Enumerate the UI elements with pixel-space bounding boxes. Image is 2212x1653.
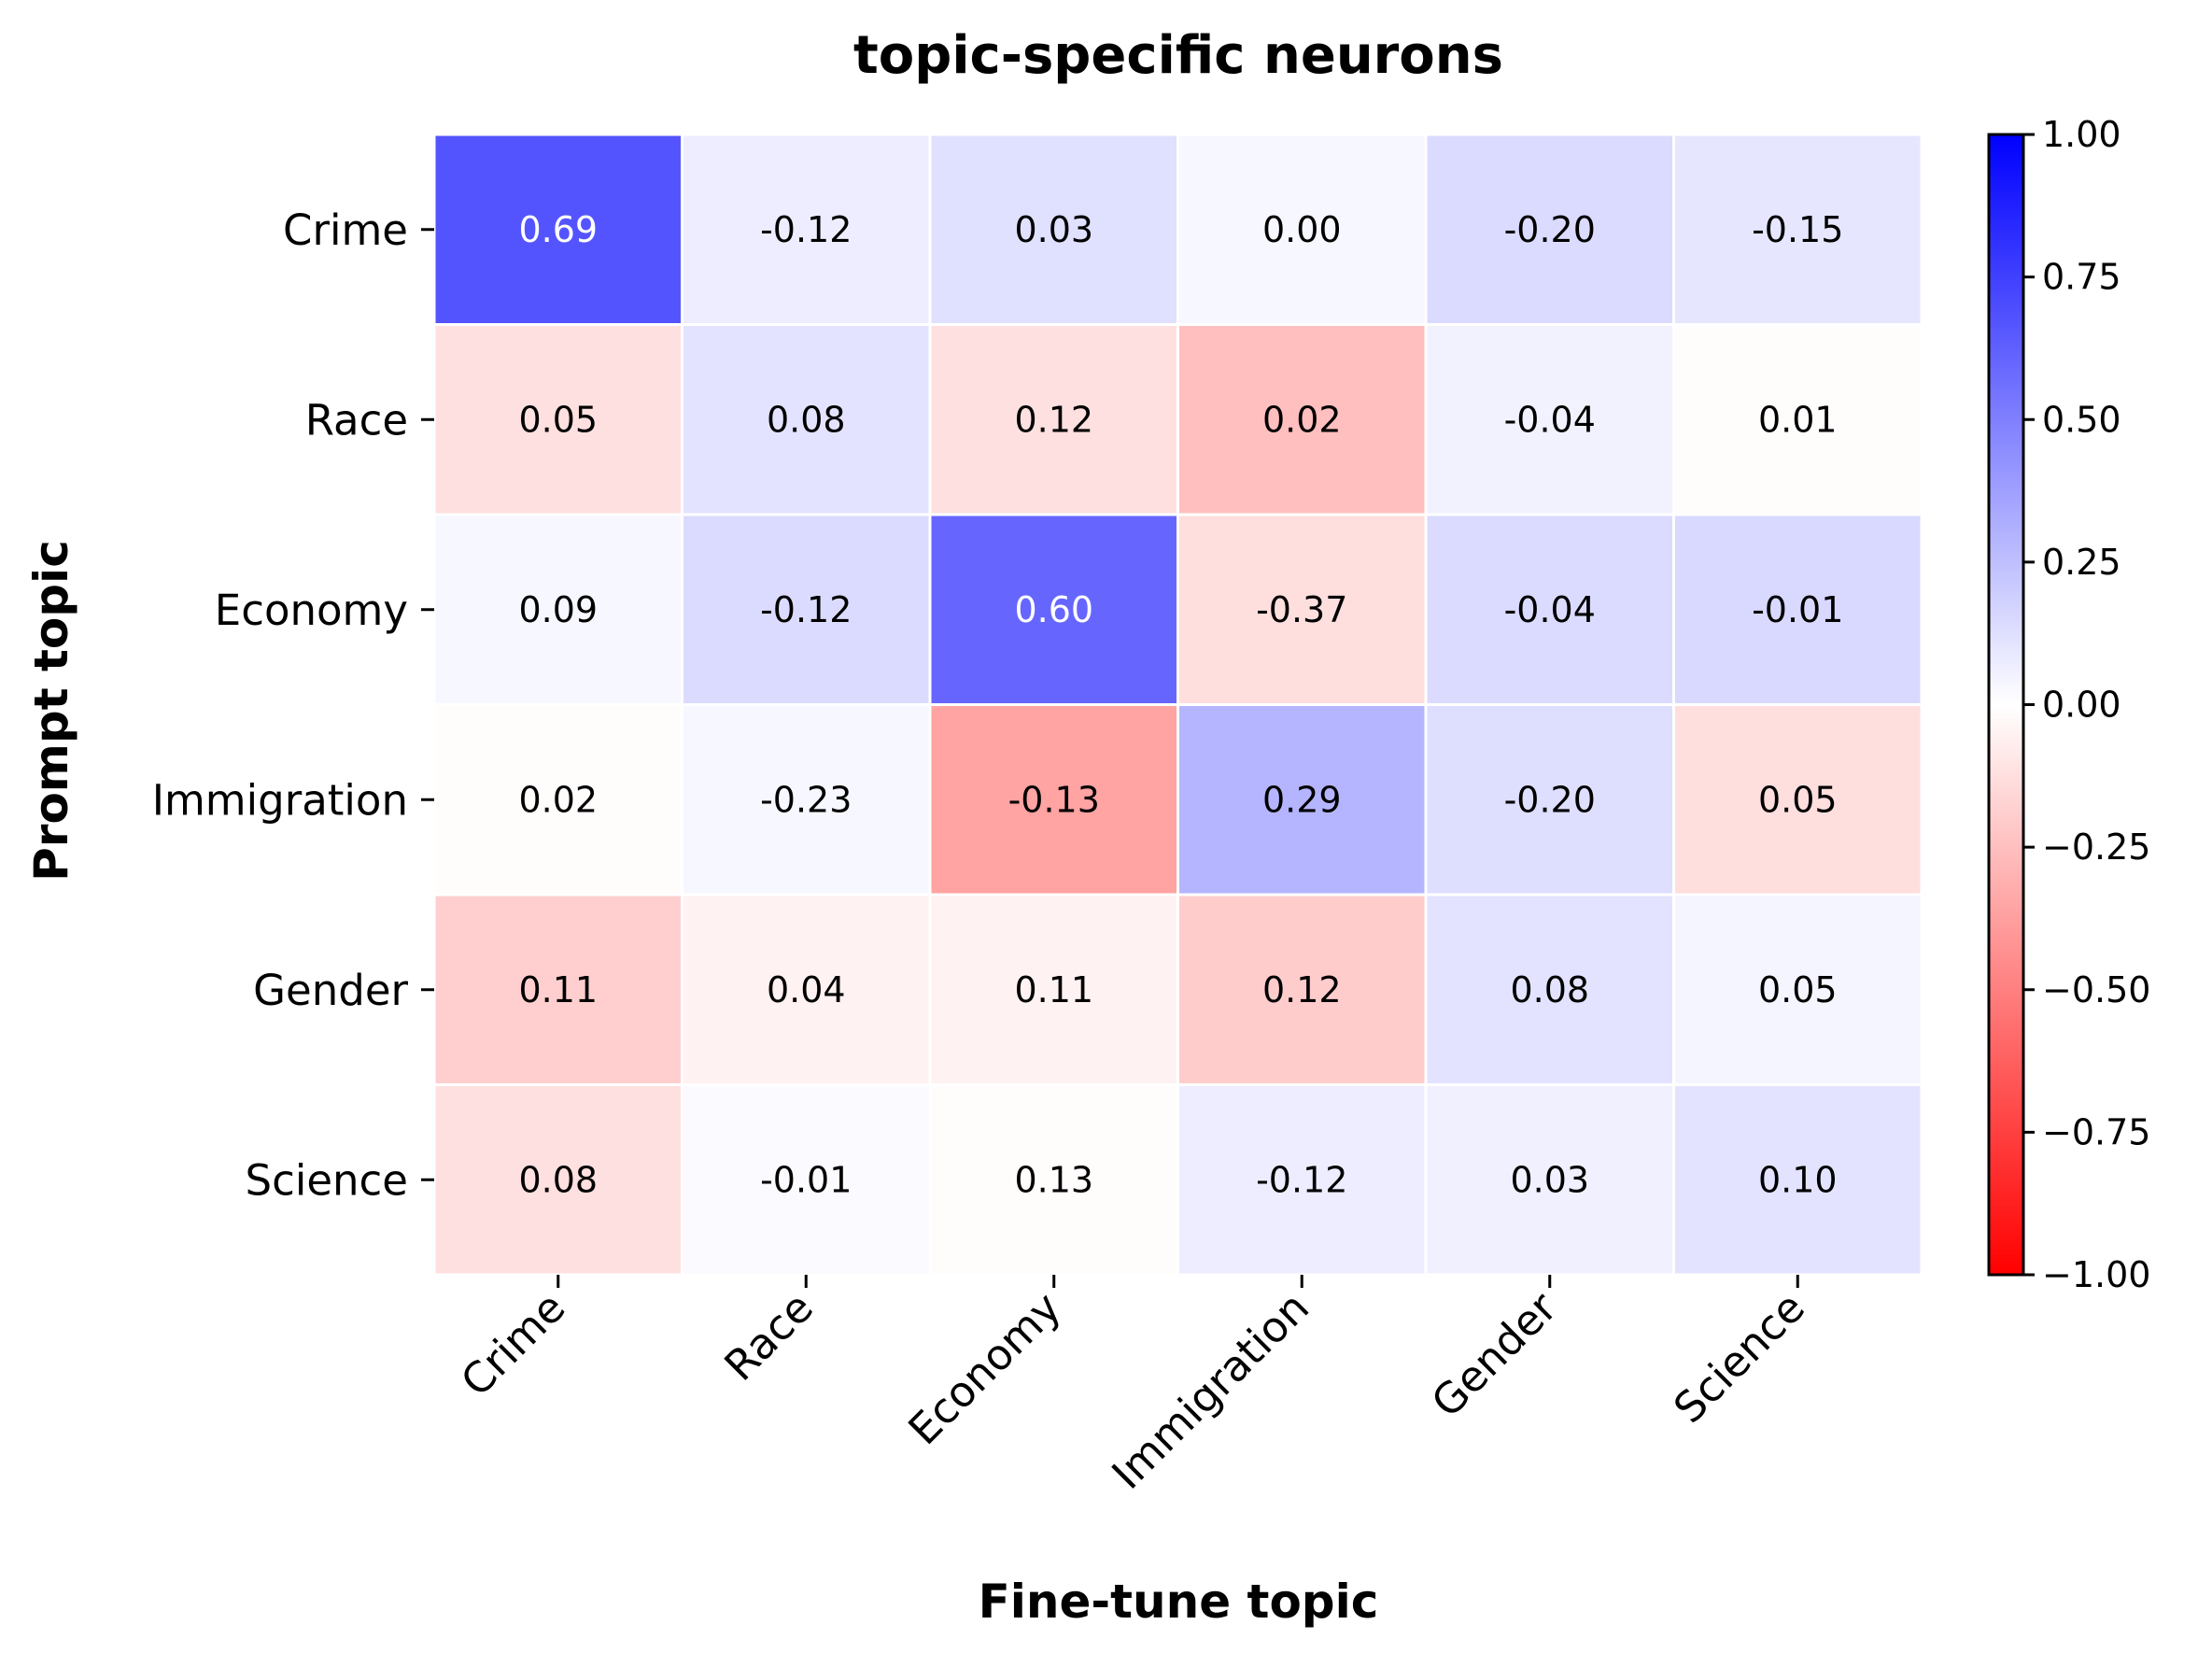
y-axis: Crime Race Economy Immigration Gender Science	[152, 205, 434, 1205]
cell-value-label: 0.08	[1510, 969, 1589, 1010]
heatmap-cell	[1424, 703, 1675, 897]
cell-value-label: -0.37	[1256, 589, 1347, 630]
cell-value-label: 0.12	[1014, 399, 1093, 440]
cell-value-label: -0.23	[760, 779, 852, 820]
colorbar-tick-label: −0.75	[2042, 1111, 2150, 1152]
cell-value-label: 0.03	[1014, 209, 1093, 250]
y-tick-label: Immigration	[152, 775, 408, 825]
heatmap-cell	[1424, 1083, 1675, 1277]
heatmap-cell	[1672, 893, 1923, 1086]
cell-value-label: 0.60	[1014, 589, 1093, 630]
x-tick-label: Economy	[899, 1282, 1071, 1454]
heatmap-cell	[681, 513, 932, 706]
y-tick-label: Crime	[283, 205, 408, 255]
cell-value-label: -0.13	[1008, 779, 1100, 820]
heatmap-cell	[681, 133, 932, 326]
heatmap-cell	[928, 893, 1179, 1086]
cell-value-label: -0.04	[1504, 399, 1596, 440]
heatmap-cells	[432, 133, 1923, 1277]
cell-value-label: 0.09	[518, 589, 598, 630]
heatmap-cell	[928, 133, 1179, 326]
x-tick-label: Science	[1664, 1282, 1814, 1433]
y-tick-label: Economy	[215, 586, 408, 635]
cell-value-label: -0.20	[1504, 209, 1596, 250]
colorbar-tick-label: 0.50	[2042, 399, 2121, 440]
heatmap-cell	[1176, 703, 1428, 897]
cell-value-label: 0.08	[518, 1159, 598, 1200]
heatmap-cell	[1176, 513, 1428, 706]
heatmap-cell	[1176, 133, 1428, 326]
y-tick-label: Gender	[253, 966, 408, 1015]
heatmap-cell	[928, 703, 1179, 897]
y-tick-label: Race	[305, 395, 408, 445]
cell-value-label: -0.04	[1504, 589, 1596, 630]
cell-value-label: 0.05	[518, 399, 598, 440]
heatmap-cell-labels: 0.69 -0.12 0.03 0.00 -0.20 -0.15 0.05 0.08 0.12 0…	[518, 209, 1843, 1201]
colorbar: 1.00 0.75 0.50 0.25 0.00 −0.25 −0.50 −0.75 −1.00	[1987, 114, 2150, 1295]
cell-value-label: 0.03	[1510, 1159, 1589, 1200]
cell-value-label: 0.02	[518, 779, 598, 820]
colorbar-tick-label: −1.00	[2042, 1254, 2150, 1295]
cell-value-label: 0.11	[1014, 969, 1093, 1010]
heatmap-cell	[681, 703, 932, 897]
y-tick-label: Science	[246, 1155, 408, 1205]
cell-value-label: 0.08	[767, 399, 846, 440]
x-axis-label: Fine-tune topic	[979, 1575, 1379, 1629]
cell-value-label: -0.12	[1256, 1159, 1347, 1200]
cell-value-label: -0.12	[760, 209, 852, 250]
heatmap-cell	[1672, 133, 1923, 326]
colorbar-tick-label: 0.00	[2042, 685, 2121, 726]
x-tick-label: Crime	[451, 1282, 574, 1406]
cell-value-label: -0.20	[1504, 779, 1596, 820]
cell-value-label: 0.00	[1262, 209, 1342, 250]
heatmap-cell	[432, 893, 683, 1086]
heatmap-cell	[432, 513, 683, 706]
y-axis-label: Prompt topic	[24, 540, 78, 882]
colorbar-tick-label: 0.25	[2042, 542, 2121, 583]
heatmap-cell	[432, 133, 683, 326]
heatmap-cell	[432, 703, 683, 897]
cell-value-label: 0.69	[518, 209, 598, 250]
cell-value-label: 0.12	[1262, 969, 1342, 1010]
x-axis: Crime Race Economy Immigration Gender Science	[451, 1275, 1814, 1499]
cell-value-label: 0.05	[1758, 969, 1838, 1010]
x-tick-label: Immigration	[1103, 1282, 1318, 1498]
colorbar-tick-label: −0.25	[2042, 826, 2150, 868]
heatmap-cell	[1424, 893, 1675, 1086]
colorbar-gradient	[1987, 133, 2025, 1277]
chart-title: topic-specific neurons	[853, 25, 1503, 86]
heatmap-cell	[1672, 323, 1923, 516]
cell-value-label: 0.05	[1758, 779, 1838, 820]
colorbar-tick-label: −0.50	[2042, 969, 2150, 1010]
colorbar-tick-label: 0.75	[2042, 257, 2121, 298]
cell-value-label: -0.12	[760, 589, 852, 630]
cell-value-label: 0.01	[1758, 399, 1838, 440]
heatmap-cell	[1424, 133, 1675, 326]
heatmap-cell	[1424, 513, 1675, 706]
colorbar-tick-label: 1.00	[2042, 114, 2121, 155]
heatmap-cell	[1672, 513, 1923, 706]
cell-value-label: -0.15	[1752, 209, 1843, 250]
heatmap-cell	[432, 1083, 683, 1277]
cell-value-label: 0.04	[767, 969, 846, 1010]
cell-value-label: 0.29	[1262, 779, 1342, 820]
heatmap-cell	[681, 323, 932, 516]
heatmap-cell	[1672, 703, 1923, 897]
heatmap-cell	[1176, 893, 1428, 1086]
cell-value-label: -0.01	[1752, 589, 1843, 630]
heatmap-cell	[1176, 323, 1428, 516]
x-tick-label: Race	[715, 1282, 823, 1390]
x-tick-label: Gender	[1422, 1282, 1567, 1427]
cell-value-label: 0.13	[1014, 1159, 1093, 1200]
cell-value-label: 0.02	[1262, 399, 1342, 440]
cell-value-label: 0.10	[1758, 1159, 1838, 1200]
heatmap-cell	[1672, 1083, 1923, 1277]
cell-value-label: -0.01	[760, 1159, 852, 1200]
cell-value-label: 0.11	[518, 969, 598, 1010]
